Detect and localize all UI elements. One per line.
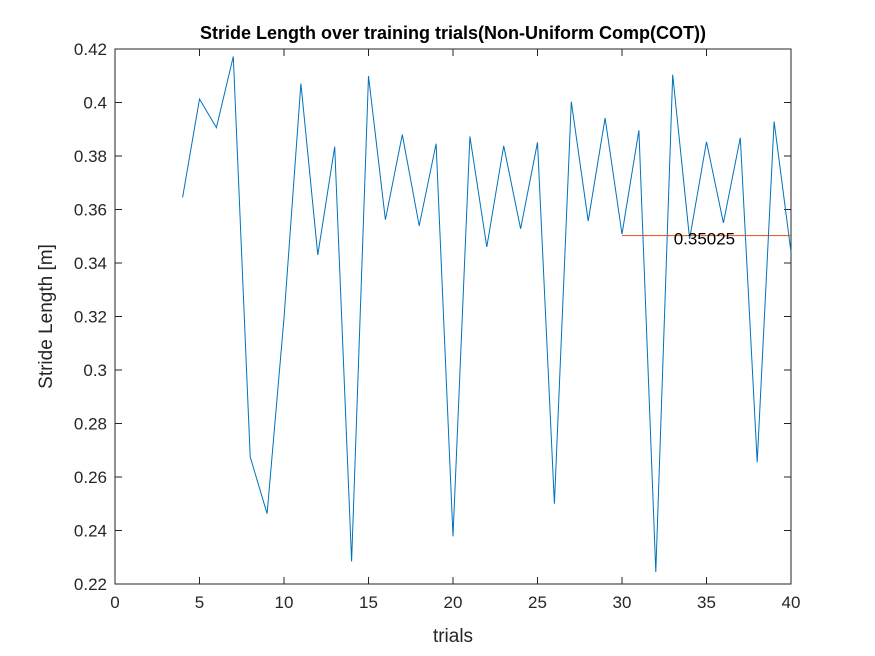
y-tick-label: 0.32: [74, 308, 107, 327]
y-tick-label: 0.24: [74, 522, 107, 541]
plot-area: [114, 48, 792, 585]
y-tick-label: 0.38: [74, 147, 107, 166]
series-layer: 0.35025: [182, 56, 792, 572]
stride-length-series-line: [182, 56, 792, 572]
y-tick-label: 0.36: [74, 201, 107, 220]
axis-ticks: 0 5 10 15 20 25 30 35 40 0.22 0.24 0.26 0.28 0.3 0.32 0…: [74, 40, 801, 612]
x-tick-label: 15: [359, 593, 378, 612]
x-tick-label: 35: [697, 593, 716, 612]
x-tick-label: 5: [195, 593, 204, 612]
chart-title: Stride Length over training trials(Non-U…: [200, 23, 706, 43]
y-tick-label: 0.3: [83, 361, 107, 380]
y-axis-label: Stride Length [m]: [36, 244, 57, 389]
y-tick-label: 0.34: [74, 254, 107, 273]
y-tick-label: 0.28: [74, 415, 107, 434]
mean-value-annotation: 0.35025: [674, 230, 735, 249]
x-tick-label: 30: [613, 593, 632, 612]
y-tick-label: 0.4: [83, 94, 107, 113]
x-tick-label: 40: [782, 593, 801, 612]
x-tick-label: 20: [444, 593, 463, 612]
x-tick-label: 0: [110, 593, 119, 612]
x-tick-label: 25: [528, 593, 547, 612]
x-axis-label: trials: [433, 626, 473, 647]
y-tick-label: 0.26: [74, 468, 107, 487]
y-tick-label: 0.42: [74, 40, 107, 59]
x-tick-label: 10: [275, 593, 294, 612]
y-tick-label: 0.22: [74, 575, 107, 594]
